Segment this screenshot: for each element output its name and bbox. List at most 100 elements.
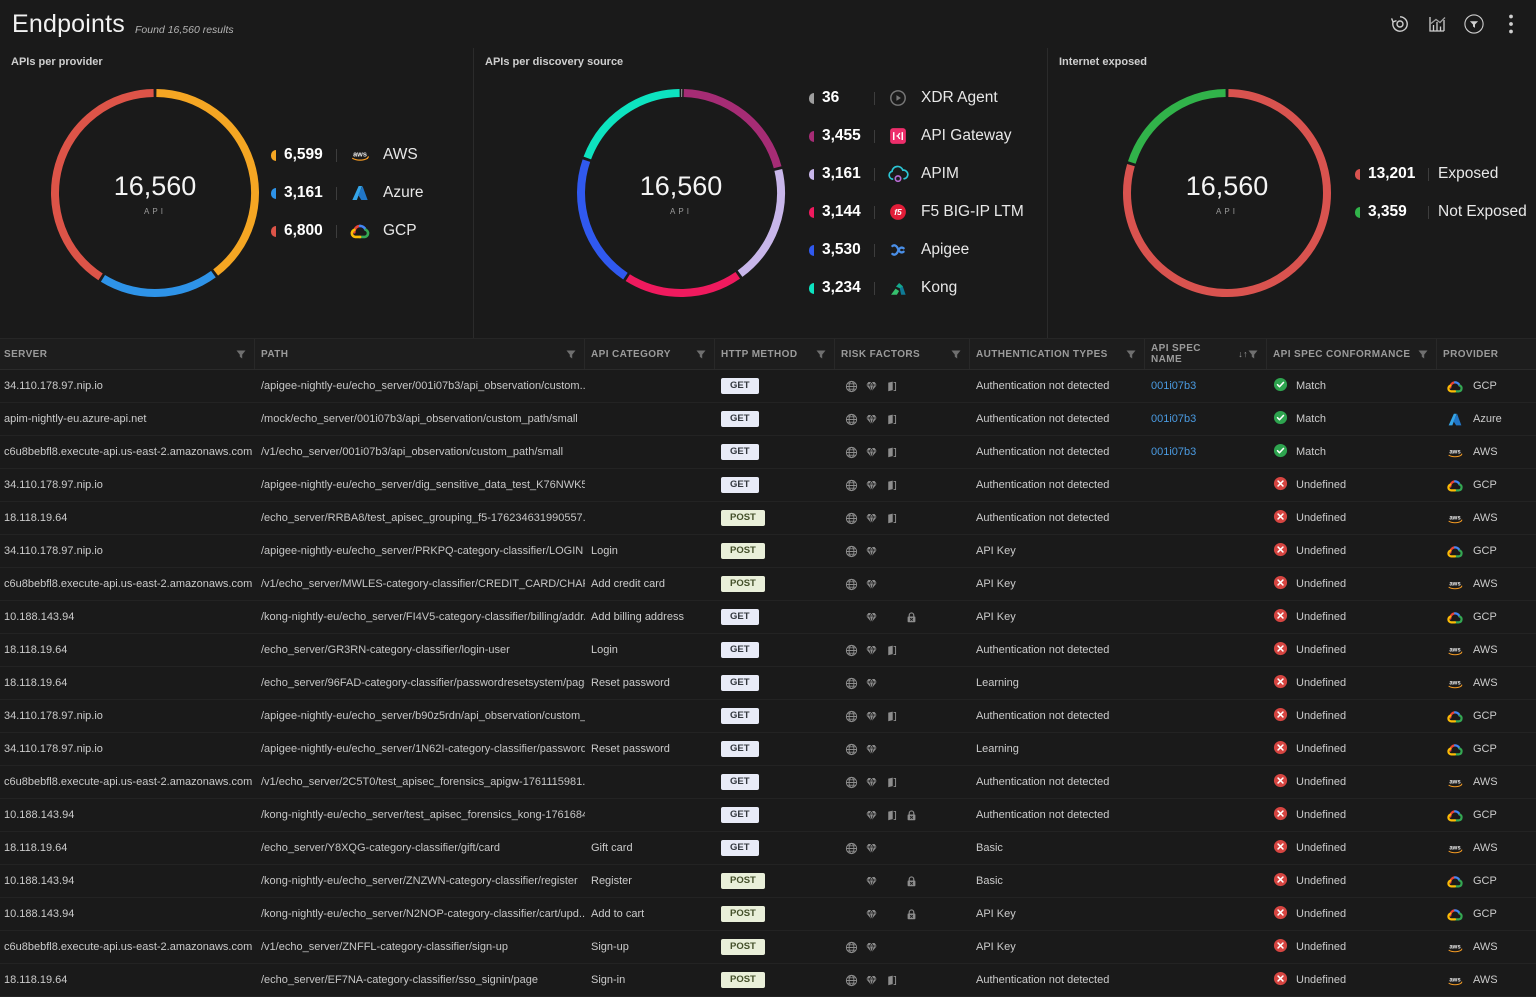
api-category-cell	[585, 403, 715, 435]
donut-chart-providers[interactable]: 16,560 API	[49, 87, 261, 299]
filter-funnel-icon[interactable]	[1418, 350, 1428, 359]
legend-divider	[874, 206, 875, 219]
column-header-provider[interactable]: PROVIDER	[1437, 339, 1536, 369]
table-row[interactable]: 18.118.19.64/echo_server/RRBA8/test_apis…	[0, 502, 1536, 535]
column-header-api-spec-name[interactable]: API SPEC NAME↓↑	[1145, 339, 1267, 369]
chart-button[interactable]	[1426, 13, 1448, 35]
provider-label: GCP	[1473, 875, 1497, 887]
table-row[interactable]: 10.188.143.94/kong-nightly-eu/echo_serve…	[0, 601, 1536, 634]
aws-icon: aws	[1443, 445, 1467, 460]
table-row[interactable]: 18.118.19.64/echo_server/96FAD-category-…	[0, 667, 1536, 700]
filter-funnel-icon[interactable]	[236, 350, 246, 359]
donut-chart-discovery-source[interactable]: 16,560 API	[575, 87, 787, 299]
donut-segment-aws[interactable]	[156, 93, 255, 272]
api-spec-link[interactable]: 001i07b3	[1151, 413, 1196, 425]
table-row[interactable]: c6u8bebfl8.execute-api.us-east-2.amazona…	[0, 931, 1536, 964]
donut-segment-gcp[interactable]	[55, 93, 154, 277]
column-header-api-spec-conformance[interactable]: API SPEC CONFORMANCE	[1267, 339, 1437, 369]
provider-label: AWS	[1473, 941, 1498, 953]
table-row[interactable]: 34.110.178.97.nip.io/apigee-nightly-eu/e…	[0, 469, 1536, 502]
api-spec-name-cell	[1145, 865, 1267, 897]
column-header-api-category[interactable]: API CATEGORY	[585, 339, 715, 369]
conformance-label: Undefined	[1296, 611, 1346, 623]
donut-segment-not-exposed[interactable]	[1132, 93, 1226, 162]
api-spec-conformance-cell: Undefined	[1267, 634, 1437, 666]
more-button[interactable]	[1500, 13, 1522, 35]
table-row[interactable]: c6u8bebfl8.execute-api.us-east-2.amazona…	[0, 766, 1536, 799]
donut-segment-apim[interactable]	[740, 170, 781, 274]
filter-funnel-icon[interactable]	[696, 350, 706, 359]
legend-count: 3,144	[822, 203, 872, 221]
table-row[interactable]: apim-nightly-eu.azure-api.net/mock/echo_…	[0, 403, 1536, 436]
sort-icon[interactable]: ↓↑	[1238, 349, 1248, 359]
table-row[interactable]: 34.110.178.97.nip.io/apigee-nightly-eu/e…	[0, 700, 1536, 733]
table-row[interactable]: c6u8bebfl8.execute-api.us-east-2.amazona…	[0, 436, 1536, 469]
path-cell: /echo_server/96FAD-category-classifier/p…	[255, 667, 585, 699]
gcp-icon	[346, 222, 374, 240]
table-row[interactable]: 10.188.143.94/kong-nightly-eu/echo_serve…	[0, 799, 1536, 832]
column-header-path[interactable]: PATH	[255, 339, 585, 369]
provider-label: AWS	[1473, 512, 1498, 524]
filter-funnel-icon[interactable]	[816, 350, 826, 359]
history-button[interactable]	[1389, 13, 1411, 35]
risk-factors-cell	[835, 502, 970, 534]
api-spec-link[interactable]: 001i07b3	[1151, 446, 1196, 458]
http-method-badge: POST	[721, 576, 765, 592]
server-cell: c6u8bebfl8.execute-api.us-east-2.amazona…	[0, 568, 255, 600]
filter-funnel-icon[interactable]	[566, 350, 576, 359]
table-row[interactable]: 34.110.178.97.nip.io/apigee-nightly-eu/e…	[0, 370, 1536, 403]
authentication-types-cell: Authentication not detected	[970, 469, 1145, 501]
api-spec-conformance-cell: Undefined	[1267, 535, 1437, 567]
table-row[interactable]: 10.188.143.94/kong-nightly-eu/echo_serve…	[0, 898, 1536, 931]
donut-segment-kong[interactable]	[587, 93, 679, 158]
donut-segment-apigee[interactable]	[581, 161, 625, 277]
door-risk-icon	[881, 710, 901, 723]
legend-marker	[809, 169, 814, 180]
donut-chart-internet-exposed[interactable]: 16,560 API	[1121, 87, 1333, 299]
legend-label: XDR Agent	[921, 89, 998, 107]
legend-divider	[874, 130, 875, 143]
endpoints-table: 34.110.178.97.nip.io/apigee-nightly-eu/e…	[0, 370, 1536, 997]
table-row[interactable]: 10.188.143.94/kong-nightly-eu/echo_serve…	[0, 865, 1536, 898]
filter-button[interactable]	[1463, 13, 1485, 35]
match-check-icon	[1273, 410, 1296, 428]
column-header-risk-factors[interactable]: RISK FACTORS	[835, 339, 970, 369]
table-row[interactable]: 18.118.19.64/echo_server/EF7NA-category-…	[0, 964, 1536, 997]
http-method-cell: GET	[715, 832, 835, 864]
table-row[interactable]: 34.110.178.97.nip.io/apigee-nightly-eu/e…	[0, 535, 1536, 568]
aws-icon: aws	[1443, 940, 1467, 955]
server-cell: 10.188.143.94	[0, 799, 255, 831]
table-row[interactable]: 18.118.19.64/echo_server/GR3RN-category-…	[0, 634, 1536, 667]
donut-segment-azure[interactable]	[103, 274, 213, 293]
column-header-authentication-types[interactable]: AUTHENTICATION TYPES	[970, 339, 1145, 369]
authentication-types-cell: Authentication not detected	[970, 700, 1145, 732]
donut-segment-f5-big-ip-ltm[interactable]	[628, 275, 738, 293]
table-row[interactable]: 18.118.19.64/echo_server/Y8XQG-category-…	[0, 832, 1536, 865]
api-spec-link[interactable]: 001i07b3	[1151, 380, 1196, 392]
filter-funnel-icon[interactable]	[951, 350, 961, 359]
api-spec-conformance-cell: Undefined	[1267, 964, 1437, 996]
column-header-http-method[interactable]: HTTP METHOD	[715, 339, 835, 369]
donut-segment-api-gateway[interactable]	[684, 93, 778, 167]
table-row[interactable]: c6u8bebfl8.execute-api.us-east-2.amazona…	[0, 568, 1536, 601]
api-spec-conformance-cell: Undefined	[1267, 733, 1437, 765]
filter-funnel-icon[interactable]	[1126, 350, 1136, 359]
legend-count: 3,530	[822, 241, 872, 259]
column-header-server[interactable]: SERVER	[0, 339, 255, 369]
filter-funnel-icon[interactable]	[1248, 350, 1258, 359]
table-row[interactable]: 34.110.178.97.nip.io/apigee-nightly-eu/e…	[0, 733, 1536, 766]
